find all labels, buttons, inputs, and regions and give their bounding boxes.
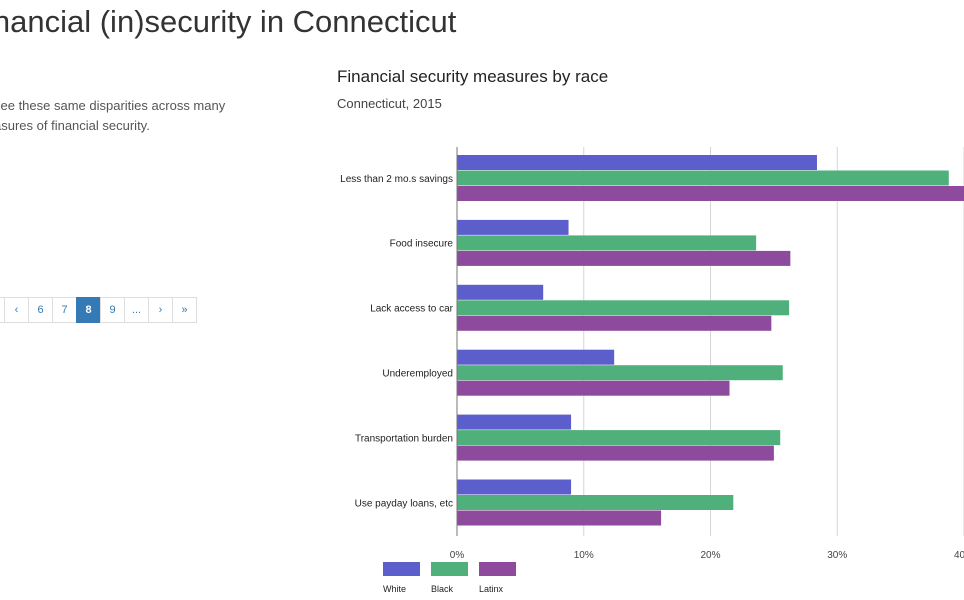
pagination-ellipsis[interactable]: ... bbox=[124, 297, 149, 323]
intro-text: see these same disparities across many a… bbox=[0, 96, 264, 136]
bar bbox=[457, 219, 569, 235]
bar bbox=[457, 284, 544, 300]
bar bbox=[457, 495, 734, 510]
tick-label: 40% bbox=[954, 550, 964, 561]
pagination-page-6[interactable]: 6 bbox=[28, 297, 53, 323]
bar bbox=[457, 250, 791, 266]
category-label: Lack access to car bbox=[370, 304, 453, 315]
tick-label: 0% bbox=[450, 550, 465, 561]
pagination-page-8[interactable]: 8 bbox=[76, 297, 101, 323]
bar bbox=[457, 380, 730, 396]
legend-swatch bbox=[383, 562, 420, 576]
legend-label: White bbox=[383, 584, 406, 594]
bar bbox=[457, 445, 774, 461]
pagination-page-9[interactable]: 9 bbox=[100, 297, 125, 323]
bar bbox=[457, 365, 783, 381]
pagination-page-7[interactable]: 7 bbox=[52, 297, 77, 323]
tick-label: 30% bbox=[827, 550, 847, 561]
bar bbox=[457, 315, 772, 331]
legend-label: Latinx bbox=[479, 584, 504, 594]
page-title: inancial (in)security in Connecticut bbox=[0, 4, 457, 39]
bar bbox=[457, 186, 964, 201]
intro-line: see these same disparities across many bbox=[0, 98, 226, 113]
bar bbox=[457, 300, 790, 316]
category-label: Food insecure bbox=[390, 239, 454, 250]
category-label: Transportation burden bbox=[355, 433, 453, 444]
bar bbox=[457, 155, 817, 170]
bar bbox=[457, 414, 572, 430]
pagination: ‹ 6 7 8 9 ... › » bbox=[0, 297, 197, 323]
chart-subtitle: Connecticut, 2015 bbox=[337, 96, 442, 111]
legend-swatch bbox=[431, 562, 468, 576]
bar bbox=[457, 170, 949, 186]
legend-swatch bbox=[479, 562, 516, 576]
tick-label: 20% bbox=[700, 550, 720, 561]
category-label: Use payday loans, etc bbox=[355, 498, 453, 509]
legend-label: Black bbox=[431, 584, 454, 594]
category-label: Underemployed bbox=[382, 368, 453, 379]
bar bbox=[457, 479, 572, 495]
intro-line: asures of financial security. bbox=[0, 118, 150, 133]
category-label: Less than 2 mo.s savings bbox=[340, 174, 453, 185]
bar bbox=[457, 510, 662, 526]
bar bbox=[457, 235, 757, 251]
tick-label: 10% bbox=[574, 550, 594, 561]
chart-title: Financial security measures by race bbox=[337, 67, 609, 86]
bar bbox=[457, 430, 781, 446]
bar bbox=[457, 349, 615, 365]
pagination-last-button[interactable]: » bbox=[172, 297, 197, 323]
